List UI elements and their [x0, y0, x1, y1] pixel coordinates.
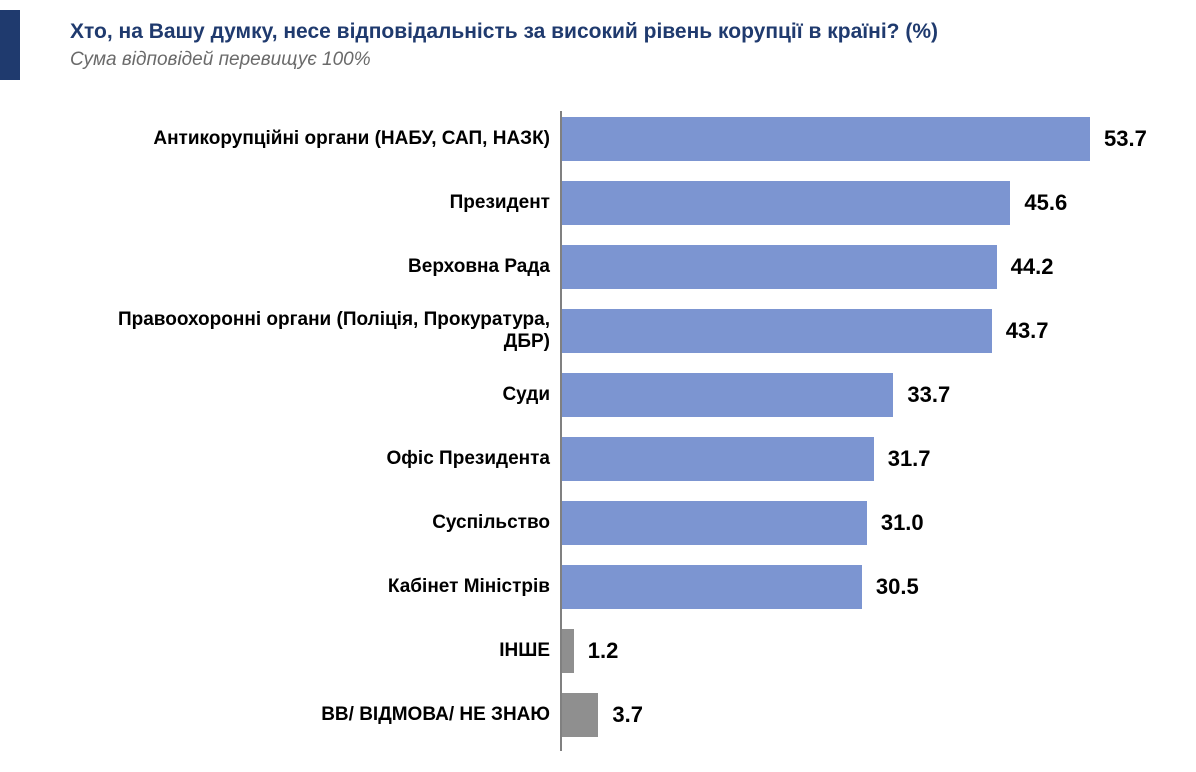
bar-row: Кабінет Міністрів 30.5: [70, 563, 1150, 611]
bar-label: Офіс Президента: [70, 448, 560, 470]
bar: [562, 245, 997, 289]
bar-zone: 31.0: [560, 501, 1150, 545]
bar-zone: 1.2: [560, 629, 1150, 673]
bar-zone: 31.7: [560, 437, 1150, 481]
bar-value: 31.0: [881, 510, 924, 536]
bar-label: Президент: [70, 192, 560, 214]
chart-header: Хто, на Вашу думку, несе відповідальніст…: [70, 18, 1156, 71]
bar-value: 1.2: [588, 638, 619, 664]
bar-value: 31.7: [888, 446, 931, 472]
bar: [562, 181, 1010, 225]
bar-value: 30.5: [876, 574, 919, 600]
bar: [562, 501, 867, 545]
bar-row: ІНШЕ 1.2: [70, 627, 1150, 675]
bar-value: 44.2: [1011, 254, 1054, 280]
bar-row: ВВ/ ВІДМОВА/ НЕ ЗНАЮ 3.7: [70, 691, 1150, 739]
bar-label: Верховна Рада: [70, 256, 560, 278]
chart-title: Хто, на Вашу думку, несе відповідальніст…: [70, 18, 1156, 45]
bar-label: ВВ/ ВІДМОВА/ НЕ ЗНАЮ: [70, 704, 560, 726]
bar-row: Суди 33.7: [70, 371, 1150, 419]
bar-zone: 30.5: [560, 565, 1150, 609]
bar-zone: 45.6: [560, 181, 1150, 225]
bar-value: 53.7: [1104, 126, 1147, 152]
bar: [562, 629, 574, 673]
bar-zone: 53.7: [560, 117, 1150, 161]
bar-label: Суди: [70, 384, 560, 406]
bar-zone: 33.7: [560, 373, 1150, 417]
bar-label: Антикорупційні органи (НАБУ, САП, НАЗК): [70, 128, 560, 150]
chart-subtitle: Сума відповідей перевищує 100%: [70, 49, 1156, 71]
page: Хто, на Вашу думку, несе відповідальніст…: [0, 0, 1196, 772]
bar-value: 43.7: [1006, 318, 1049, 344]
bar: [562, 693, 598, 737]
horizontal-bar-chart: Антикорупційні органи (НАБУ, САП, НАЗК) 5…: [70, 115, 1150, 755]
bar: [562, 565, 862, 609]
bar: [562, 309, 992, 353]
bar-row: Антикорупційні органи (НАБУ, САП, НАЗК) 5…: [70, 115, 1150, 163]
bar: [562, 437, 874, 481]
bar-row: Офіс Президента 31.7: [70, 435, 1150, 483]
bar-label: Кабінет Міністрів: [70, 576, 560, 598]
bar-row: Суспільство 31.0: [70, 499, 1150, 547]
bar-value: 33.7: [907, 382, 950, 408]
bar-label: Суспільство: [70, 512, 560, 534]
bar-row: Правоохоронні органи (Поліція, Прокурату…: [70, 307, 1150, 355]
bar-label: ІНШЕ: [70, 640, 560, 662]
bar-value: 3.7: [612, 702, 643, 728]
bar-row: Верховна Рада 44.2: [70, 243, 1150, 291]
bar-zone: 3.7: [560, 693, 1150, 737]
bar: [562, 373, 893, 417]
bar-zone: 44.2: [560, 245, 1150, 289]
bar-label: Правоохоронні органи (Поліція, Прокурату…: [70, 309, 560, 353]
bar-zone: 43.7: [560, 309, 1150, 353]
bar: [562, 117, 1090, 161]
side-accent-bar: [0, 10, 20, 80]
bar-value: 45.6: [1024, 190, 1067, 216]
bar-row: Президент 45.6: [70, 179, 1150, 227]
